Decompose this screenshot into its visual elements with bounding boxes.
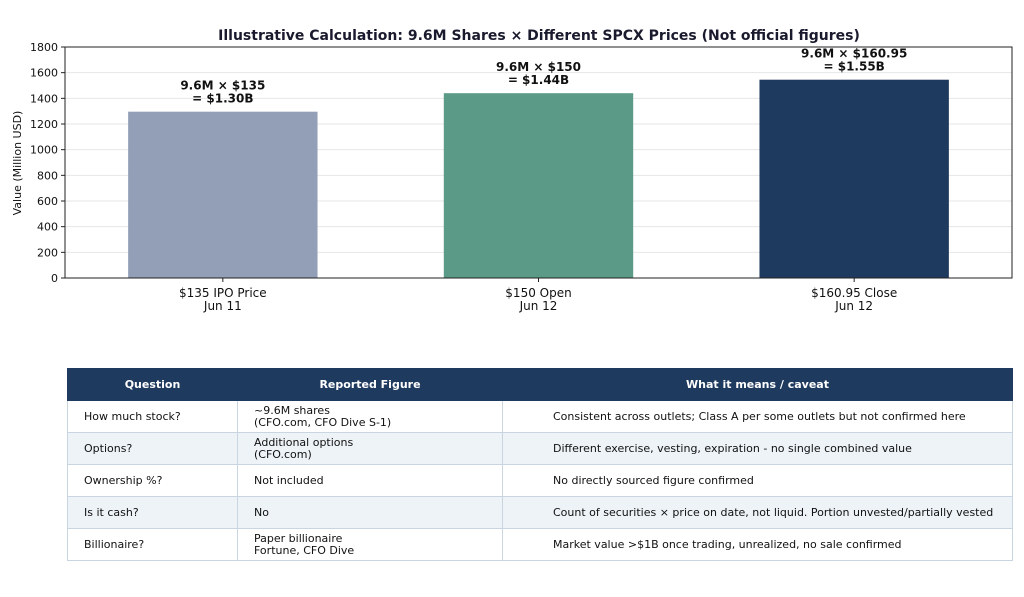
table-row: Options? Additional options (CFO.com) Dif… xyxy=(67,432,1013,465)
column-header-reported-figure: Reported Figure xyxy=(237,368,503,401)
caveat-cell: Different exercise, vesting, expiration … xyxy=(502,432,1013,465)
x-tick-label: $160.95 Close xyxy=(811,286,897,300)
bar-value-label: = $1.44B xyxy=(508,73,569,87)
figure-line: ~9.6M shares xyxy=(254,403,330,417)
y-tick-label: 0 xyxy=(51,272,58,285)
x-tick-label: Jun 12 xyxy=(834,299,873,313)
x-tick-label: $135 IPO Price xyxy=(179,286,267,300)
y-tick-label: 800 xyxy=(37,169,58,182)
column-header-question: Question xyxy=(67,368,238,401)
figure-cell: Additional options (CFO.com) xyxy=(237,432,503,465)
bar-value-label: 9.6M × $135 xyxy=(180,79,265,93)
y-axis: 0 200 400 600 800 1000 1200 1400 1600 1800 xyxy=(30,41,65,285)
y-axis-label: Value (Million USD) xyxy=(11,111,24,216)
bar-value-label: 9.6M × $150 xyxy=(496,60,581,74)
bar xyxy=(759,79,949,279)
bar-value-label: = $1.55B xyxy=(823,60,884,74)
figure-cell: ~9.6M shares (CFO.com, CFO Dive S-1) xyxy=(237,400,503,433)
question-cell: Options? xyxy=(67,432,238,465)
bar-value-label: 9.6M × $160.95 xyxy=(801,47,907,61)
question-cell: How much stock? xyxy=(67,400,238,433)
bar xyxy=(128,111,318,279)
figure-cell: Paper billionaire Fortune, CFO Dive xyxy=(237,528,503,561)
x-tick-label: Jun 12 xyxy=(519,299,558,313)
y-tick-label: 600 xyxy=(37,195,58,208)
x-tick-label: $150 Open xyxy=(505,286,571,300)
figure-source: Fortune, CFO Dive xyxy=(254,543,355,557)
y-tick-label: 400 xyxy=(37,221,58,234)
y-tick-label: 1000 xyxy=(30,144,58,157)
y-tick-label: 200 xyxy=(37,246,58,259)
table-row: Ownership %? Not included No directly so… xyxy=(67,464,1013,497)
figure-cell: Not included xyxy=(237,464,503,497)
question-cell: Billionaire? xyxy=(67,528,238,561)
table-header-row: Question Reported Figure What it means /… xyxy=(67,368,1013,401)
x-tick-label: Jun 11 xyxy=(203,299,242,313)
facts-table: Question Reported Figure What it means /… xyxy=(67,368,1013,561)
caveat-cell: Count of securities × price on date, not… xyxy=(502,496,1013,529)
figure-cell: No xyxy=(237,496,503,529)
y-tick-label: 1600 xyxy=(30,67,58,80)
bar-chart: Illustrative Calculation: 9.6M Shares × … xyxy=(11,28,1013,313)
chart-title: Illustrative Calculation: 9.6M Shares × … xyxy=(218,28,860,44)
table-row: How much stock? ~9.6M shares (CFO.com, CF… xyxy=(67,400,1013,433)
bars: 9.6M × $135= $1.30B 9.6M × $150= $1.44B 9.… xyxy=(128,47,949,279)
question-cell: Ownership %? xyxy=(67,464,238,497)
y-tick-label: 1200 xyxy=(30,118,58,131)
figure-source: (CFO.com, CFO Dive S-1) xyxy=(254,415,392,429)
question-cell: Is it cash? xyxy=(67,496,238,529)
table-row: Is it cash? No Count of securities × pri… xyxy=(67,496,1013,529)
caveat-cell: Consistent across outlets; Class A per s… xyxy=(502,400,1013,433)
caveat-cell: No directly sourced figure confirmed xyxy=(502,464,1013,497)
y-tick-label: 1400 xyxy=(30,92,58,105)
bar-value-label: = $1.30B xyxy=(192,92,253,106)
figure-line: Paper billionaire xyxy=(254,531,343,545)
column-header-caveat: What it means / caveat xyxy=(502,368,1013,401)
figure-source: (CFO.com) xyxy=(254,447,312,461)
caveat-cell: Market value >$1B once trading, unrealiz… xyxy=(502,528,1013,561)
table-row: Billionaire? Paper billionaire Fortune, C… xyxy=(67,528,1013,561)
figure-line: Additional options xyxy=(254,435,354,449)
bar xyxy=(443,93,634,278)
y-tick-label: 1800 xyxy=(30,41,58,54)
